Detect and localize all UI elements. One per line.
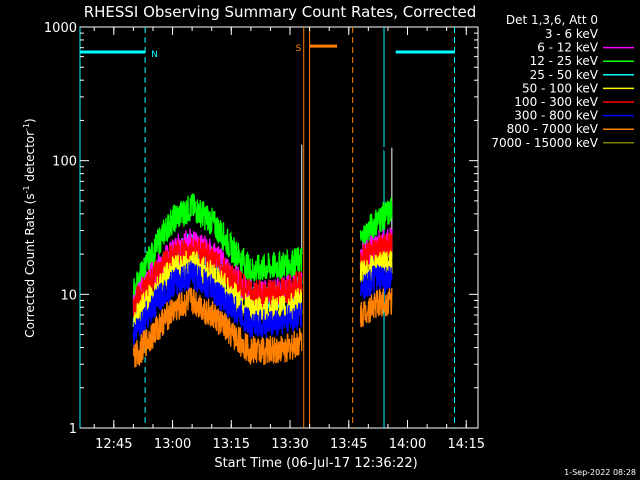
y-axis-label-mid: detector bbox=[23, 131, 37, 186]
y-axis-label-main: Corrected Count Rate (s bbox=[23, 193, 37, 337]
y-tick-label: 100 bbox=[52, 155, 77, 170]
series-800-7000-kev bbox=[132, 286, 393, 369]
x-tick-label: 13:30 bbox=[271, 437, 308, 452]
x-axis: 12:45 13:00 13:15 13:30 13:45 14:00 14:15 bbox=[93, 27, 485, 452]
legend-label: 25 - 50 keV bbox=[530, 68, 599, 82]
series-trace bbox=[359, 196, 393, 253]
x-tick-label: 14:15 bbox=[448, 437, 485, 452]
legend-label: 100 - 300 keV bbox=[514, 95, 598, 109]
y-axis-label-sup2: -1 bbox=[22, 123, 31, 131]
legend-label: 12 - 25 keV bbox=[530, 54, 599, 68]
legend-label: 7000 - 15000 keV bbox=[491, 136, 598, 150]
series-trace bbox=[359, 231, 393, 273]
legend-label: 50 - 100 keV bbox=[522, 81, 599, 95]
y-axis: 1 10 100 1000 bbox=[44, 21, 478, 437]
legend-label: 3 - 6 keV bbox=[545, 27, 599, 41]
y-tick-label: 10 bbox=[60, 288, 77, 303]
series-trace bbox=[360, 143, 393, 152]
footer-date: 1-Sep-2022 08:28 bbox=[564, 468, 636, 477]
x-tick-label: 13:45 bbox=[330, 437, 367, 452]
marker-label: N bbox=[151, 50, 158, 60]
x-tick-label: 12:45 bbox=[95, 437, 132, 452]
legend-label: 6 - 12 keV bbox=[537, 41, 599, 55]
series-trace bbox=[359, 264, 393, 300]
x-axis-label: Start Time (06-Jul-17 12:36:22) bbox=[214, 456, 417, 471]
series-300-800-kev bbox=[132, 260, 393, 347]
y-tick-label: 1000 bbox=[44, 21, 77, 36]
y-axis-label-sup1: -1 bbox=[22, 185, 31, 193]
series-trace bbox=[359, 250, 393, 287]
series-trace bbox=[359, 288, 393, 328]
y-tick-label: 1 bbox=[69, 422, 77, 437]
legend-label: 800 - 7000 keV bbox=[507, 122, 599, 136]
series-trace bbox=[132, 260, 303, 347]
x-tick-label: 13:15 bbox=[213, 437, 250, 452]
series-trace bbox=[132, 193, 303, 306]
legend-header: Det 1,3,6, Att 0 bbox=[506, 13, 598, 27]
marker-label: S bbox=[296, 44, 302, 54]
chart-title: RHESSI Observing Summary Count Rates, Co… bbox=[84, 3, 477, 21]
series-12-25-kev bbox=[132, 193, 393, 306]
series-trace bbox=[132, 286, 303, 369]
plot-area: NS bbox=[79, 26, 479, 429]
y-axis-label: Corrected Count Rate (s-1 detector-1) bbox=[22, 118, 37, 337]
series-trace bbox=[132, 140, 303, 151]
y-axis-label-end: ) bbox=[23, 118, 37, 123]
legend-label: 300 - 800 keV bbox=[514, 109, 598, 123]
x-tick-label: 14:00 bbox=[389, 437, 426, 452]
x-tick-label: 13:00 bbox=[154, 437, 191, 452]
